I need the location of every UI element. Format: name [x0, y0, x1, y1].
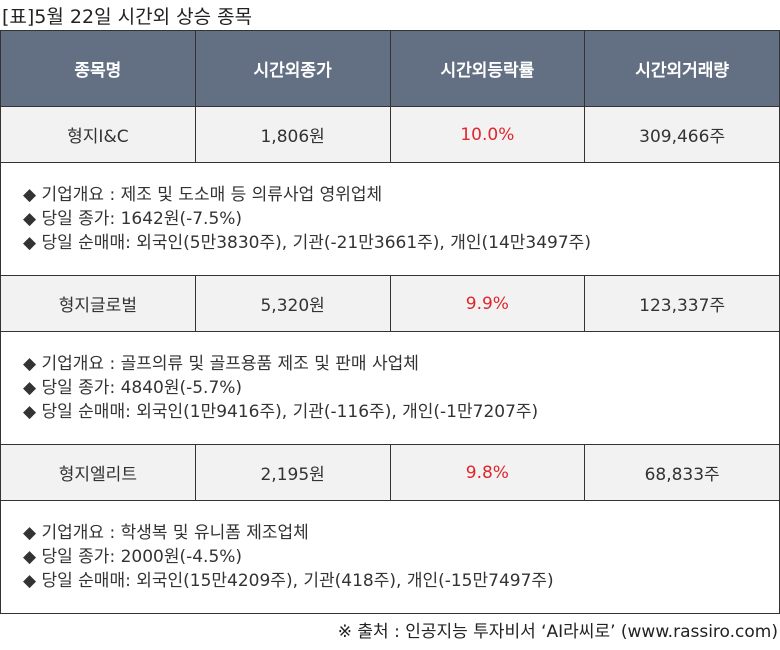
detail-row: ◆ 기업개요 : 제조 및 도소매 등 의류사업 영위업체 ◆ 당일 종가: 1… [0, 162, 780, 276]
source-note: ※ 출처 : 인공지능 투자비서 ‘AI라씨로’ (www.rassiro.co… [337, 622, 778, 642]
close-price: ◆ 당일 종가: 2000원(-4.5%) [23, 547, 243, 567]
stock-name: 형지글로벌 [0, 275, 196, 332]
stock-volume: 68,833주 [584, 444, 780, 501]
table-row: 형지I&C 1,806원 10.0% 309,466주 [0, 106, 780, 163]
close-price: ◆ 당일 종가: 4840원(-5.7%) [23, 378, 243, 398]
stock-price: 1,806원 [194, 106, 391, 163]
after-hours-gainers-table: 종목명 시간외종가 시간외등락률 시간외거래량 형지I&C 1,806원 10.… [0, 30, 780, 614]
header-price: 시간외종가 [194, 30, 391, 107]
stock-details: ◆ 기업개요 : 골프의류 및 골프용품 제조 및 판매 사업체 ◆ 당일 종가… [0, 331, 780, 445]
company-overview: ◆ 기업개요 : 학생복 및 유니폼 제조업체 [23, 523, 309, 543]
stock-price: 2,195원 [194, 444, 391, 501]
header-volume: 시간외거래량 [584, 30, 780, 107]
stock-details: ◆ 기업개요 : 제조 및 도소매 등 의류사업 영위업체 ◆ 당일 종가: 1… [0, 162, 780, 276]
header-rate: 시간외등락률 [389, 30, 586, 107]
net-trading: ◆ 당일 순매매: 외국인(1만9416주), 기관(-116주), 개인(-1… [23, 402, 539, 422]
stock-volume: 123,337주 [584, 275, 780, 332]
stock-price: 5,320원 [194, 275, 391, 332]
stock-rate: 10.0% [389, 106, 586, 163]
close-price: ◆ 당일 종가: 1642원(-7.5%) [23, 209, 243, 229]
stock-name: 형지I&C [0, 106, 196, 163]
table-row: 형지글로벌 5,320원 9.9% 123,337주 [0, 275, 780, 332]
stock-rate: 9.8% [389, 444, 586, 501]
net-trading: ◆ 당일 순매매: 외국인(15만4209주), 기관(418주), 개인(-1… [23, 571, 554, 591]
header-row: 종목명 시간외종가 시간외등락률 시간외거래량 [0, 30, 780, 107]
table-row: 형지엘리트 2,195원 9.8% 68,833주 [0, 444, 780, 501]
table-title: [표]5월 22일 시간외 상승 종목 [2, 6, 253, 28]
header-name: 종목명 [0, 30, 196, 107]
stock-rate: 9.9% [389, 275, 586, 332]
company-overview: ◆ 기업개요 : 골프의류 및 골프용품 제조 및 판매 사업체 [23, 354, 419, 374]
stock-name: 형지엘리트 [0, 444, 196, 501]
stock-volume: 309,466주 [584, 106, 780, 163]
detail-row: ◆ 기업개요 : 학생복 및 유니폼 제조업체 ◆ 당일 종가: 2000원(-… [0, 500, 780, 614]
net-trading: ◆ 당일 순매매: 외국인(5만3830주), 기관(-21만3661주), 개… [23, 233, 591, 253]
company-overview: ◆ 기업개요 : 제조 및 도소매 등 의류사업 영위업체 [23, 185, 383, 205]
stock-details: ◆ 기업개요 : 학생복 및 유니폼 제조업체 ◆ 당일 종가: 2000원(-… [0, 500, 780, 614]
detail-row: ◆ 기업개요 : 골프의류 및 골프용품 제조 및 판매 사업체 ◆ 당일 종가… [0, 331, 780, 445]
